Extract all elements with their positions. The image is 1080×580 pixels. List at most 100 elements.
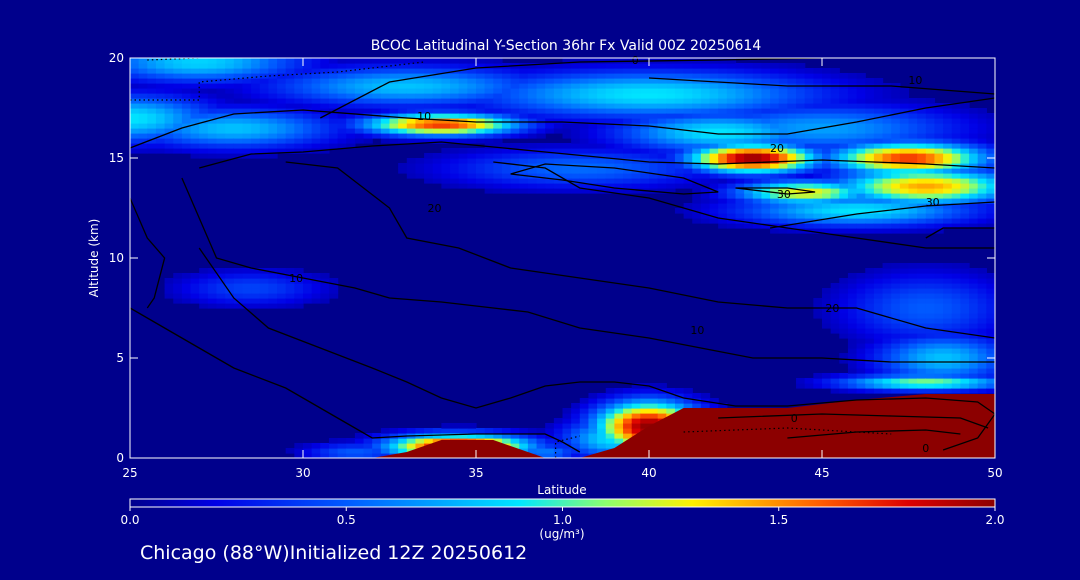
heat-cell — [199, 118, 209, 124]
heat-cell — [813, 163, 823, 169]
heat-cell — [631, 398, 641, 404]
heat-cell — [328, 453, 339, 458]
heat-cell — [398, 128, 408, 134]
heat-cell — [744, 173, 754, 179]
heat-cell — [372, 103, 382, 109]
heat-cell — [424, 68, 434, 74]
heat-cell — [778, 173, 788, 179]
heat-cell — [839, 153, 849, 159]
heat-cell — [424, 98, 434, 104]
heat-cell — [640, 423, 650, 429]
heat-cell — [700, 168, 711, 174]
heat-cell — [934, 158, 944, 164]
heat-cell — [303, 78, 313, 84]
heat-cell — [320, 443, 330, 449]
heat-cell — [770, 228, 780, 234]
contour-label: 20 — [428, 202, 442, 215]
heat-cell — [614, 63, 624, 69]
heat-cell — [873, 98, 884, 104]
heat-cell — [692, 203, 702, 209]
heat-cell — [233, 128, 244, 134]
heat-cell — [882, 298, 892, 304]
heat-cell — [761, 178, 771, 184]
heat-cell — [847, 313, 858, 319]
heat-cell — [225, 118, 235, 124]
heat-cell — [536, 78, 546, 84]
heat-cell — [588, 118, 598, 124]
heat-cell — [770, 193, 780, 199]
heat-cell — [796, 113, 806, 119]
heat-cell — [787, 183, 797, 189]
heat-cell — [882, 373, 892, 379]
heat-cell — [155, 93, 166, 99]
heat-cell — [796, 88, 806, 94]
heat-cell — [484, 163, 494, 169]
heat-cell — [925, 113, 936, 119]
heat-cell — [623, 133, 633, 139]
heat-cell — [925, 103, 936, 109]
heat-cell — [692, 163, 702, 169]
heat-cell — [130, 88, 140, 94]
heat-cell — [527, 88, 538, 94]
heat-cell — [605, 173, 615, 179]
heat-cell — [147, 78, 157, 84]
heat-cell — [718, 163, 728, 169]
heat-cell — [804, 383, 814, 389]
heat-cell — [787, 93, 797, 99]
heat-cell — [605, 393, 615, 399]
heat-cell — [354, 123, 365, 129]
heat-cell — [969, 338, 979, 344]
heat-cell — [674, 78, 685, 84]
heat-cell — [173, 288, 183, 294]
heat-cell — [796, 133, 806, 139]
heat-cell — [882, 268, 892, 274]
heat-cell — [398, 443, 408, 449]
heat-cell — [977, 178, 987, 184]
heat-cell — [951, 268, 961, 274]
heat-cell — [476, 158, 486, 164]
heat-cell — [718, 113, 728, 119]
heat-cell — [553, 148, 564, 154]
heat-cell — [363, 448, 373, 454]
heat-cell — [830, 188, 840, 194]
heat-cell — [605, 163, 615, 169]
heat-cell — [986, 173, 995, 179]
heat-cell — [216, 98, 226, 104]
heat-cell — [294, 283, 304, 289]
heat-cell — [623, 388, 633, 394]
heat-cell — [354, 113, 365, 119]
heat-cell — [242, 63, 252, 69]
heat-cell — [441, 83, 451, 89]
heat-cell — [986, 123, 995, 129]
heat-cell — [597, 433, 607, 439]
heat-cell — [441, 153, 451, 159]
heat-cell — [934, 193, 944, 199]
heat-cell — [891, 223, 901, 229]
heat-cell — [380, 433, 391, 439]
heat-cell — [977, 288, 987, 294]
heat-cell — [692, 128, 702, 134]
heat-cell — [614, 423, 624, 429]
heat-cell — [562, 418, 572, 424]
heat-cell — [986, 293, 995, 299]
heat-cell — [726, 213, 737, 219]
heat-cell — [657, 118, 667, 124]
heat-cell — [493, 128, 503, 134]
heat-cell — [969, 163, 979, 169]
heat-cell — [216, 73, 226, 79]
heat-cell — [285, 73, 295, 79]
heat-cell — [943, 118, 953, 124]
heat-cell — [328, 73, 339, 79]
heat-cell — [588, 168, 598, 174]
heat-cell — [778, 163, 788, 169]
heat-cell — [761, 98, 771, 104]
heat-cell — [882, 108, 892, 114]
heat-cell — [718, 58, 728, 64]
heat-cell — [839, 128, 849, 134]
heat-cell — [986, 168, 995, 174]
heat-cell — [882, 93, 892, 99]
heat-cell — [571, 68, 581, 74]
heat-cell — [476, 433, 486, 439]
heat-cell — [744, 138, 754, 144]
contour-line — [285, 161, 995, 339]
